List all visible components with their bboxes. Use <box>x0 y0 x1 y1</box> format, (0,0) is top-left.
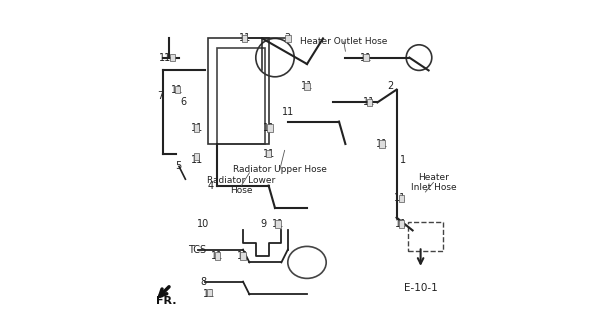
Text: 11: 11 <box>190 155 203 165</box>
FancyBboxPatch shape <box>266 150 271 157</box>
Text: 11: 11 <box>301 81 313 92</box>
FancyBboxPatch shape <box>169 54 176 61</box>
FancyBboxPatch shape <box>194 153 200 160</box>
Text: 11: 11 <box>376 139 388 149</box>
Text: 9: 9 <box>261 219 267 229</box>
Text: 11: 11 <box>395 219 408 229</box>
Text: 11: 11 <box>394 193 406 204</box>
Text: 6: 6 <box>181 97 187 108</box>
FancyBboxPatch shape <box>275 220 281 228</box>
Text: 4: 4 <box>208 180 214 191</box>
Text: Radiator Lower
Hose: Radiator Lower Hose <box>208 176 276 195</box>
Text: TCS: TCS <box>187 244 206 255</box>
Text: FR.: FR. <box>156 296 176 306</box>
Text: 11: 11 <box>238 33 251 44</box>
FancyBboxPatch shape <box>214 252 220 260</box>
FancyBboxPatch shape <box>194 124 200 132</box>
Text: 11: 11 <box>272 219 284 229</box>
Text: 11: 11 <box>237 251 249 261</box>
FancyBboxPatch shape <box>398 220 404 228</box>
Text: 11: 11 <box>363 97 376 108</box>
Text: 10: 10 <box>197 219 209 229</box>
FancyBboxPatch shape <box>304 83 310 90</box>
FancyBboxPatch shape <box>285 35 290 42</box>
Text: 5: 5 <box>175 161 182 172</box>
FancyBboxPatch shape <box>267 124 273 132</box>
FancyBboxPatch shape <box>206 289 212 296</box>
Text: 11: 11 <box>262 123 274 133</box>
FancyBboxPatch shape <box>242 35 247 42</box>
Text: Heater Outlet Hose: Heater Outlet Hose <box>300 37 387 46</box>
Text: Radiator Upper Hose: Radiator Upper Hose <box>233 165 327 174</box>
FancyBboxPatch shape <box>240 252 246 260</box>
FancyBboxPatch shape <box>398 195 404 202</box>
Text: 11: 11 <box>190 123 203 133</box>
Text: 11: 11 <box>211 251 223 261</box>
FancyBboxPatch shape <box>174 86 181 93</box>
Text: 11: 11 <box>171 84 184 95</box>
Text: 2: 2 <box>387 81 394 92</box>
FancyBboxPatch shape <box>363 54 369 61</box>
Text: 11: 11 <box>158 52 171 63</box>
Text: 11: 11 <box>360 52 372 63</box>
Text: 11: 11 <box>203 289 216 300</box>
Text: 11: 11 <box>282 107 294 117</box>
Text: 7: 7 <box>157 91 163 101</box>
FancyBboxPatch shape <box>379 140 385 148</box>
Text: Heater
Inlet Hose: Heater Inlet Hose <box>411 173 456 192</box>
Text: 11: 11 <box>262 148 274 159</box>
Text: 1: 1 <box>400 155 406 165</box>
Text: 3: 3 <box>285 33 291 44</box>
Text: E-10-1: E-10-1 <box>404 283 437 293</box>
FancyBboxPatch shape <box>367 99 372 106</box>
Text: 8: 8 <box>200 276 206 287</box>
